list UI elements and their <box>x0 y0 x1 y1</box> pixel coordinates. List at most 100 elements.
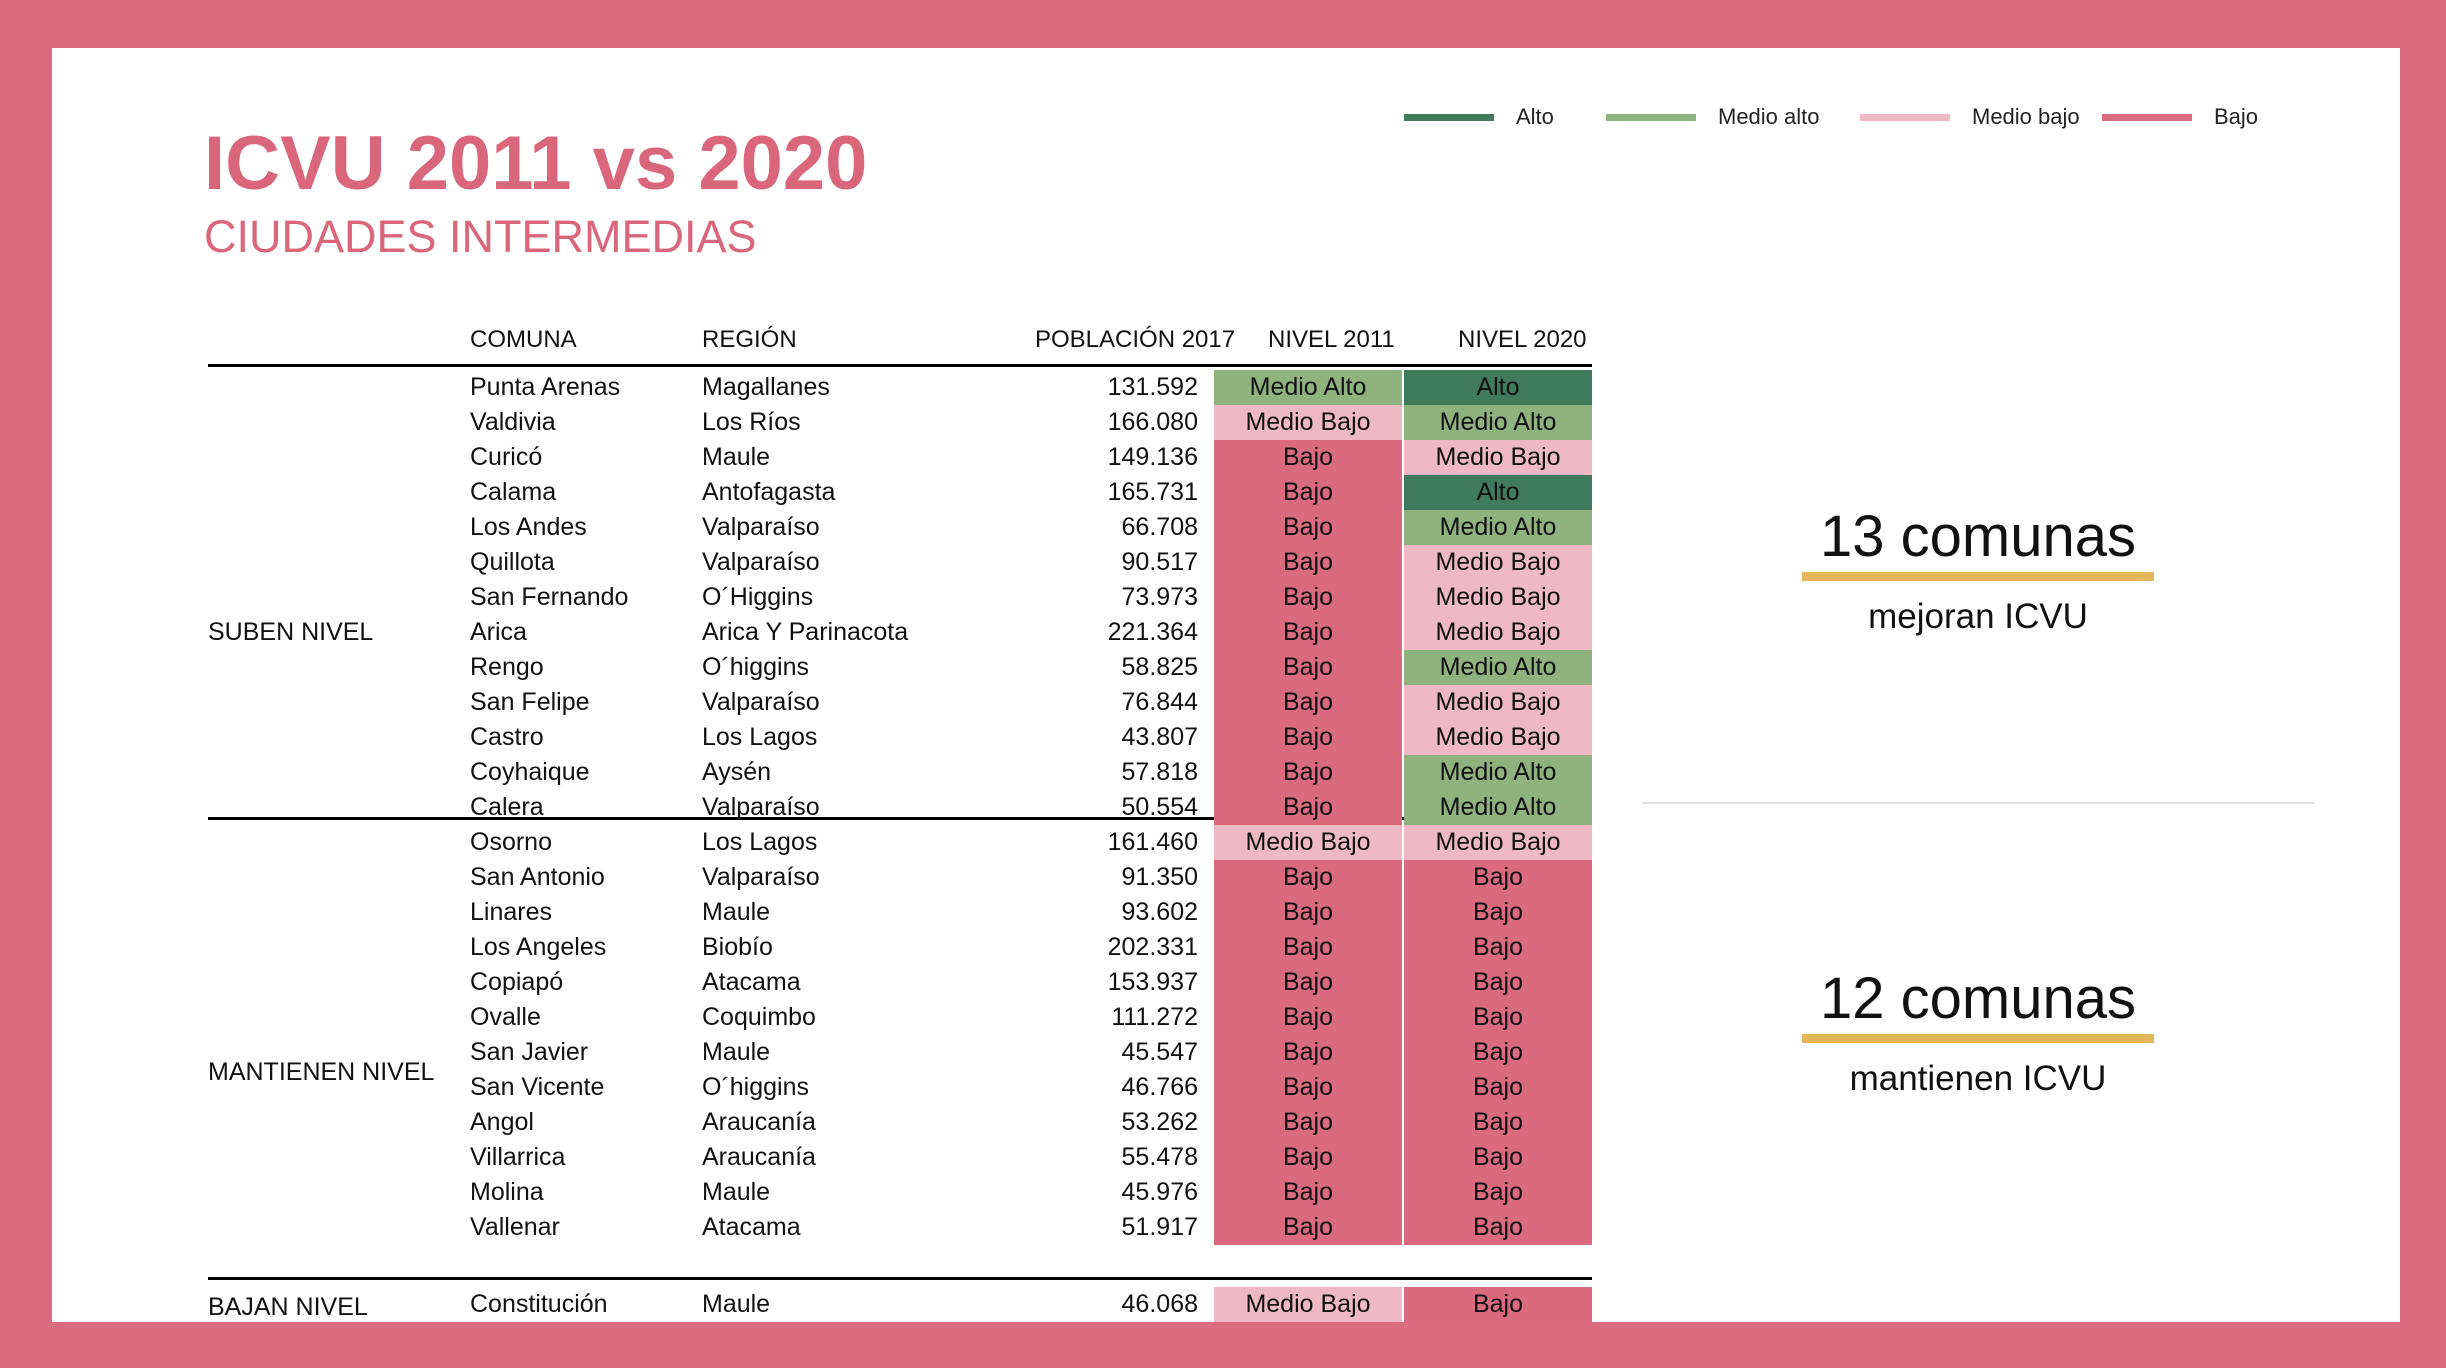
cell-nivel-2011: Medio Alto <box>1214 370 1402 405</box>
cell-comuna: Los Angeles <box>470 933 607 961</box>
table-row: Osorno Los Lagos 161.460 Medio Bajo Medio Ba… <box>208 825 1592 860</box>
cell-nivel-2011: Bajo <box>1214 510 1402 545</box>
table-row: Coyhaique Aysén 57.818 Bajo Medio Alto <box>208 755 1592 790</box>
cell-poblacion: 149.136 <box>1107 443 1198 471</box>
cell-region: Maule <box>702 1178 771 1206</box>
cell-comuna: Copiapó <box>470 968 564 996</box>
cell-nivel-2011: Bajo <box>1214 650 1402 685</box>
cell-poblacion: 55.478 <box>1121 1143 1198 1171</box>
header-comuna: COMUNA <box>470 326 577 353</box>
legend-swatch <box>1404 113 1494 121</box>
legend-label: Medio alto <box>1718 104 1820 129</box>
cell-comuna: Molina <box>470 1178 544 1206</box>
cell-nivel-2020: Medio Alto <box>1404 405 1592 440</box>
cell-poblacion: 161.460 <box>1107 828 1198 856</box>
table-row: San Fernando O´Higgins 73.973 Bajo Medio Baj… <box>208 580 1592 615</box>
table-row: Copiapó Atacama 153.937 Bajo Bajo <box>208 965 1592 1000</box>
table-row: Castro Los Lagos 43.807 Bajo Medio Bajo <box>208 720 1592 755</box>
cell-poblacion: 58.825 <box>1121 653 1198 681</box>
cell-nivel-2020: Alto <box>1404 370 1592 405</box>
cell-nivel-2020: Bajo <box>1404 1210 1592 1245</box>
cell-poblacion: 90.517 <box>1121 548 1198 576</box>
slide: ICVU 2011 vs 2020 CIUDADES INTERMEDIAS A… <box>52 48 2400 1322</box>
table-row: Linares Maule 93.602 Bajo Bajo <box>208 895 1592 930</box>
cell-comuna: Rengo <box>470 653 544 681</box>
cell-comuna: Calama <box>470 478 557 506</box>
cell-nivel-2020: Medio Bajo <box>1404 685 1592 720</box>
cell-region: Biobío <box>702 933 773 961</box>
cell-comuna: Calera <box>470 793 544 821</box>
cell-poblacion: 46.766 <box>1121 1073 1198 1101</box>
legend-swatch <box>1606 113 1696 121</box>
cell-nivel-2011: Bajo <box>1214 1210 1402 1245</box>
header-region: REGIÓN <box>702 326 797 353</box>
cell-nivel-2011: Bajo <box>1214 720 1402 755</box>
table-row: San Antonio Valparaíso 91.350 Bajo Bajo <box>208 860 1592 895</box>
table-row: Valdivia Los Ríos 166.080 Medio Bajo Medio A… <box>208 405 1592 440</box>
cell-comuna: San Javier <box>470 1038 589 1066</box>
legend-item-bajo: Bajo <box>2102 104 2258 130</box>
cell-nivel-2011: Bajo <box>1214 545 1402 580</box>
cell-comuna: San Antonio <box>470 863 605 891</box>
cell-region: Los Lagos <box>702 828 818 856</box>
cell-comuna: Linares <box>470 898 552 926</box>
table-row: Quillota Valparaíso 90.517 Bajo Medio Bajo <box>208 545 1592 580</box>
cell-region: Magallanes <box>702 373 830 401</box>
cell-nivel-2011: Bajo <box>1214 685 1402 720</box>
cell-nivel-2011: Bajo <box>1214 615 1402 650</box>
table-rule-bottom <box>208 1277 1592 1280</box>
cell-poblacion: 50.554 <box>1121 793 1198 821</box>
table-row: Los Andes Valparaíso 66.708 Bajo Medio Alto <box>208 510 1592 545</box>
cell-comuna: Constitución <box>470 1290 608 1318</box>
cell-region: Los Ríos <box>702 408 801 436</box>
cell-poblacion: 153.937 <box>1107 968 1198 996</box>
table-row: San Felipe Valparaíso 76.844 Bajo Medio Bajo <box>208 685 1592 720</box>
cell-poblacion: 57.818 <box>1121 758 1198 786</box>
cell-nivel-2020: Bajo <box>1404 1175 1592 1210</box>
header-nivel-2020: NIVEL 2020 <box>1458 326 1587 353</box>
cell-nivel-2011: Bajo <box>1214 475 1402 510</box>
table-row: Punta Arenas Magallanes 131.592 Medio Alto A… <box>208 370 1592 405</box>
cell-nivel-2011: Medio Bajo <box>1214 825 1402 860</box>
cell-region: Arica Y Parinacota <box>702 618 909 646</box>
cell-nivel-2020: Medio Bajo <box>1404 545 1592 580</box>
cell-poblacion: 166.080 <box>1107 408 1198 436</box>
cell-nivel-2011: Bajo <box>1214 860 1402 895</box>
cell-region: O´Higgins <box>702 583 814 611</box>
stat-mejoran: 13 comunas mejoran ICVU <box>1778 508 2178 637</box>
cell-poblacion: 76.844 <box>1121 688 1198 716</box>
cell-comuna: Punta Arenas <box>470 373 621 401</box>
cell-region: Araucanía <box>702 1108 816 1136</box>
cell-nivel-2020: Bajo <box>1404 860 1592 895</box>
header-nivel-2011: NIVEL 2011 <box>1268 326 1395 353</box>
cell-nivel-2020: Bajo <box>1404 1070 1592 1105</box>
cell-comuna: San Vicente <box>470 1073 605 1101</box>
cell-poblacion: 53.262 <box>1121 1108 1198 1136</box>
stat-caption: mejoran ICVU <box>1868 597 2088 636</box>
stat-underline <box>1802 572 2154 581</box>
table-row: Arica Arica Y Parinacota 221.364 Bajo Medio … <box>208 615 1592 650</box>
cell-poblacion: 43.807 <box>1121 723 1198 751</box>
cell-comuna: Osorno <box>470 828 552 856</box>
cell-nivel-2020: Medio Alto <box>1404 650 1592 685</box>
legend-swatch <box>2102 113 2192 121</box>
cell-poblacion: 91.350 <box>1121 863 1198 891</box>
cell-nivel-2020: Bajo <box>1404 1105 1592 1140</box>
table-row: Rengo O´higgins 58.825 Bajo Medio Alto <box>208 650 1592 685</box>
header-poblacion: POBLACIÓN 2017 <box>1035 326 1236 353</box>
cell-region: Valparaíso <box>702 513 820 541</box>
divider <box>1642 802 2314 804</box>
table-row: Molina Maule 45.976 Bajo Bajo <box>208 1175 1592 1210</box>
cell-nivel-2020: Bajo <box>1404 1140 1592 1175</box>
cell-poblacion: 73.973 <box>1121 583 1198 611</box>
cell-poblacion: 45.976 <box>1121 1178 1198 1206</box>
cell-comuna: Angol <box>470 1108 534 1136</box>
cell-region: Maule <box>702 898 771 926</box>
table-row: Los Angeles Biobío 202.331 Bajo Bajo <box>208 930 1592 965</box>
cell-comuna: Castro <box>470 723 544 751</box>
cell-region: Araucanía <box>702 1143 816 1171</box>
legend-item-medio-alto: Medio alto <box>1606 104 1820 130</box>
cell-comuna: Valdivia <box>470 408 556 436</box>
table-row: San Vicente O´higgins 46.766 Bajo Bajo <box>208 1070 1592 1105</box>
stat-underline <box>1802 1034 2154 1043</box>
